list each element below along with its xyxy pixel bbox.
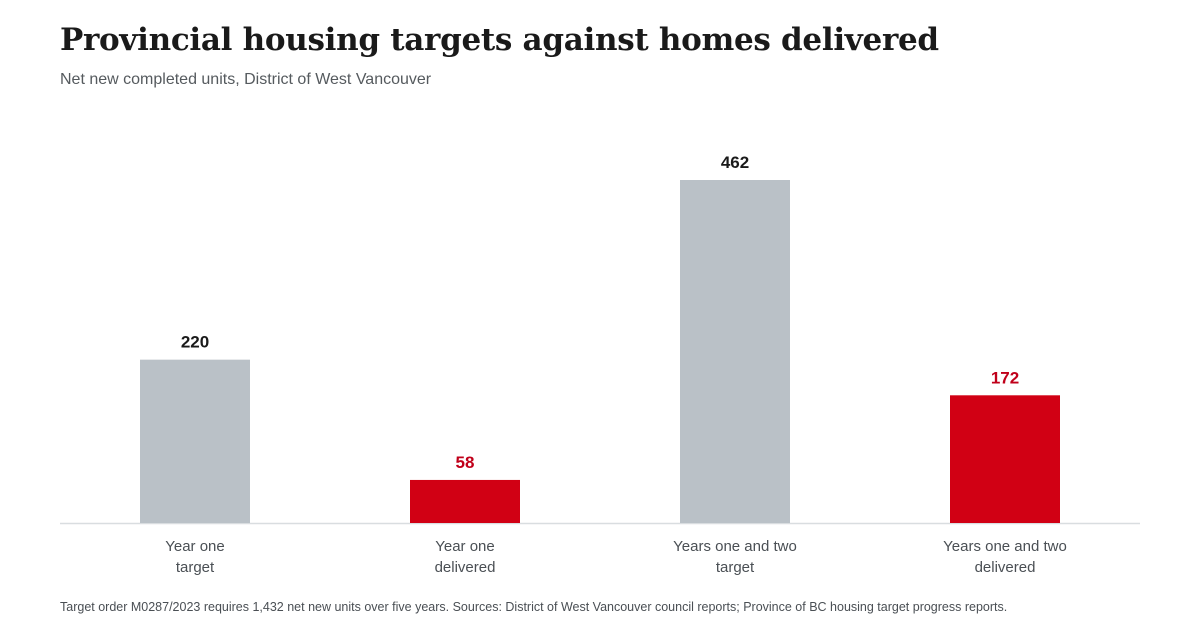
source-footnote: Target order M0287/2023 requires 1,432 n… bbox=[60, 600, 1008, 614]
bar-value-label: 172 bbox=[991, 368, 1019, 387]
bar-delivered bbox=[410, 479, 520, 523]
bar-target bbox=[680, 180, 790, 523]
bar-value-label: 462 bbox=[721, 153, 749, 172]
bar-value-label: 58 bbox=[456, 453, 475, 472]
bar-value-label: 220 bbox=[181, 333, 209, 352]
category-label-years-one-two-delivered: Years one and two delivered bbox=[943, 538, 1067, 576]
category-label-year-one-target: Year one target bbox=[165, 538, 225, 576]
bar-target bbox=[140, 359, 250, 523]
category-label-years-one-two-target: Years one and two target bbox=[673, 538, 797, 576]
bar-delivered bbox=[950, 395, 1060, 523]
category-label-year-one-delivered: Year one delivered bbox=[434, 538, 496, 576]
chart-subtitle: Net new completed units, District of Wes… bbox=[60, 71, 432, 88]
chart-title: Provincial housing targets against homes… bbox=[60, 22, 939, 58]
